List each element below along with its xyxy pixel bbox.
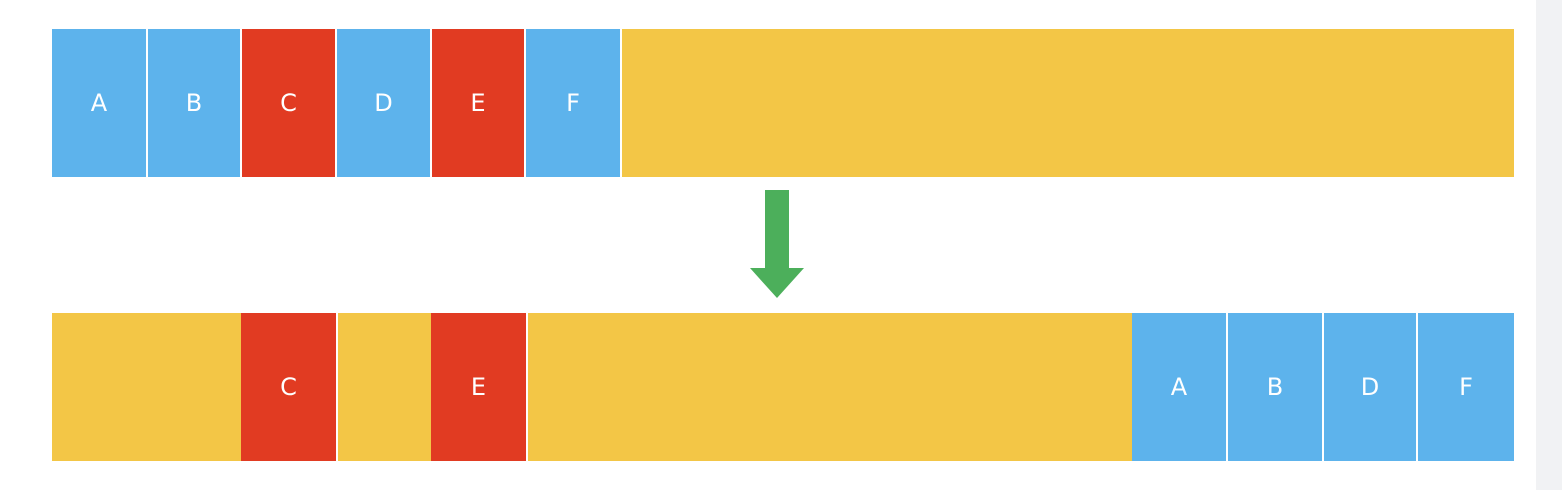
cell-d: D xyxy=(1324,313,1418,461)
cell-a: A xyxy=(52,29,148,177)
cell-c: C xyxy=(242,29,337,177)
memory-row-before: A B C D E F xyxy=(52,29,1514,177)
cell-a: A xyxy=(1132,313,1228,461)
memory-row-after: C E A B D F xyxy=(52,313,1514,461)
down-arrow-icon xyxy=(750,190,804,298)
cell-d: D xyxy=(337,29,432,177)
cell-e: E xyxy=(432,29,526,177)
cell-b: B xyxy=(1228,313,1324,461)
right-edge-strip xyxy=(1536,0,1562,490)
cell-b: B xyxy=(148,29,242,177)
cell-e: E xyxy=(431,313,528,461)
cell-f: F xyxy=(526,29,622,177)
cell-f: F xyxy=(1418,313,1514,461)
cell-c: C xyxy=(241,313,338,461)
